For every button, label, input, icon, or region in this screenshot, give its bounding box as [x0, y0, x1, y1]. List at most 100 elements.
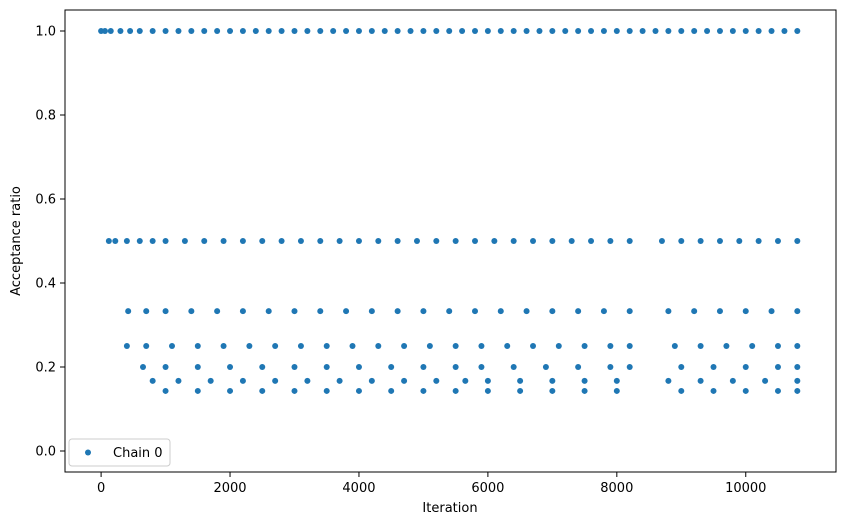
- data-point: [678, 28, 685, 34]
- data-point: [278, 28, 285, 34]
- data-point: [355, 387, 362, 394]
- data-point: [716, 28, 723, 34]
- data-point: [484, 387, 491, 394]
- data-point: [162, 364, 169, 370]
- data-point: [542, 364, 549, 370]
- data-point: [323, 364, 330, 370]
- y-axis-ticks: 0.0 0.2 0.4 0.6 0.8 1.0: [35, 25, 65, 460]
- data-point: [600, 28, 607, 34]
- data-point: [188, 308, 195, 315]
- data-point: [549, 308, 556, 315]
- data-point: [691, 308, 698, 315]
- data-point: [239, 28, 246, 34]
- data-point: [227, 28, 234, 34]
- data-point: [220, 343, 227, 349]
- data-point: [401, 343, 408, 349]
- data-point: [420, 387, 427, 394]
- data-point: [510, 364, 517, 370]
- data-point: [613, 28, 620, 34]
- data-point: [768, 308, 775, 315]
- data-point: [375, 238, 382, 244]
- data-point: [794, 238, 801, 244]
- data-point: [194, 364, 201, 370]
- data-point: [794, 308, 801, 315]
- data-point: [504, 343, 511, 349]
- data-point: [188, 28, 195, 34]
- data-point: [452, 343, 459, 349]
- data-point: [549, 387, 556, 394]
- data-point: [105, 238, 112, 244]
- data-point: [112, 238, 119, 244]
- data-point: [214, 28, 221, 34]
- data-point: [323, 343, 330, 349]
- data-point: [381, 28, 388, 34]
- data-point: [581, 387, 588, 394]
- data-point: [368, 308, 375, 315]
- data-point: [581, 377, 588, 384]
- y-tick-label: 0.8: [35, 109, 56, 124]
- data-points-layer: [98, 28, 801, 394]
- y-tick-label: 0.2: [35, 361, 56, 376]
- data-point: [252, 28, 259, 34]
- data-point: [446, 308, 453, 315]
- data-point: [420, 28, 427, 34]
- data-point: [613, 387, 620, 394]
- data-point: [401, 377, 408, 384]
- data-point: [665, 28, 672, 34]
- data-point: [343, 308, 350, 315]
- data-point: [497, 28, 504, 34]
- data-point: [600, 308, 607, 315]
- legend-marker-chain-0: [85, 449, 91, 456]
- data-point: [149, 28, 156, 34]
- data-point: [304, 28, 311, 34]
- data-point: [678, 364, 685, 370]
- data-point: [175, 377, 182, 384]
- data-point: [575, 364, 582, 370]
- data-point: [239, 308, 246, 315]
- data-point: [194, 343, 201, 349]
- data-point: [433, 28, 440, 34]
- data-point: [581, 343, 588, 349]
- data-point: [227, 387, 234, 394]
- data-point: [517, 387, 524, 394]
- data-point: [568, 238, 575, 244]
- data-point: [549, 377, 556, 384]
- data-point: [452, 387, 459, 394]
- data-point: [343, 28, 350, 34]
- data-point: [678, 238, 685, 244]
- data-point: [794, 364, 801, 370]
- data-point: [478, 364, 485, 370]
- data-point: [375, 343, 382, 349]
- data-point: [349, 343, 356, 349]
- data-point: [117, 28, 124, 34]
- data-point: [794, 343, 801, 349]
- data-point: [420, 308, 427, 315]
- data-point: [175, 28, 182, 34]
- data-point: [472, 238, 478, 244]
- data-point: [136, 28, 143, 34]
- data-point: [736, 238, 743, 244]
- x-tick-label: 2000: [213, 481, 246, 496]
- data-point: [227, 364, 234, 370]
- data-point: [575, 308, 582, 315]
- data-point: [388, 364, 395, 370]
- data-point: [297, 238, 304, 244]
- data-point: [710, 364, 717, 370]
- data-point: [530, 343, 537, 349]
- data-point: [462, 377, 469, 384]
- data-point: [127, 28, 134, 34]
- data-point: [394, 28, 401, 34]
- data-point: [691, 28, 698, 34]
- data-point: [452, 238, 459, 244]
- data-point: [125, 308, 132, 315]
- x-tick-label: 0: [97, 481, 105, 496]
- data-point: [368, 377, 375, 384]
- x-axis-ticks: 0 2000 4000 6000 8000 10000: [97, 472, 766, 496]
- data-point: [530, 238, 537, 244]
- data-point: [626, 364, 633, 370]
- data-point: [626, 28, 633, 34]
- data-point: [704, 28, 711, 34]
- data-point: [716, 308, 723, 315]
- data-point: [239, 377, 246, 384]
